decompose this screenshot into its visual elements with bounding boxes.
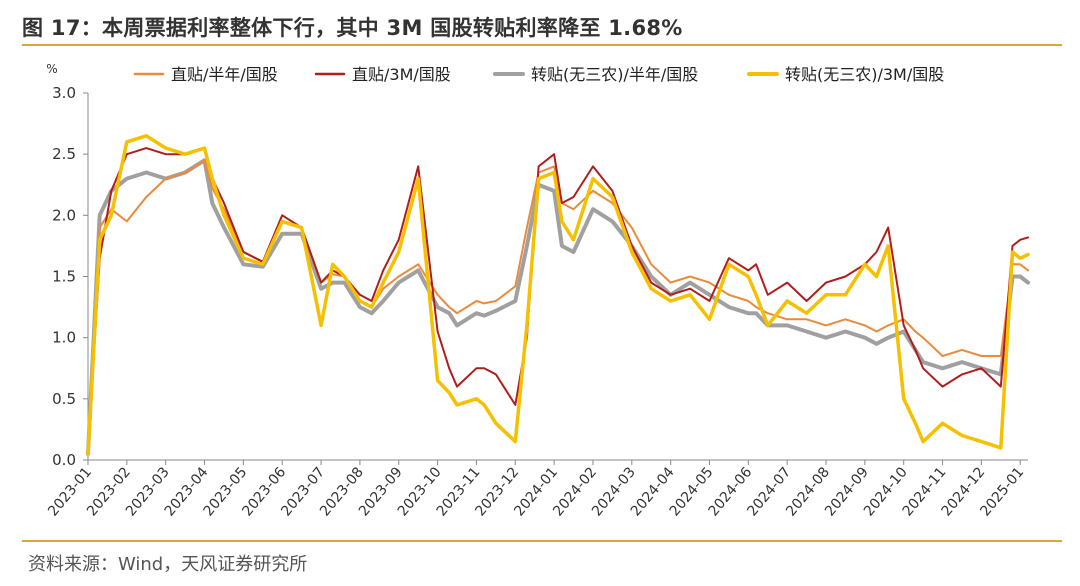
- series-line: [86, 158, 1030, 456]
- legend-label: 转贴(无三农)/半年/国股: [531, 65, 698, 84]
- series-line: [87, 147, 1029, 455]
- y-tick-label: 1.5: [52, 268, 76, 286]
- y-tick-label: 2.0: [52, 206, 76, 224]
- y-axis-unit: %: [46, 62, 57, 76]
- line-chart: 0.00.51.01.52.02.53.0%2023-012023-022023…: [45, 62, 1030, 519]
- y-tick-label: 3.0: [52, 84, 76, 102]
- title-divider: [22, 44, 1062, 46]
- series-line: [86, 134, 1030, 456]
- y-tick-label: 1.0: [52, 329, 76, 347]
- footer-divider: [22, 540, 1062, 542]
- y-tick-label: 0.0: [52, 451, 76, 469]
- chart-title: 图 17：本周票据利率整体下行，其中 3M 国股转贴利率降至 1.68%: [22, 16, 683, 40]
- legend-label: 直贴/半年/国股: [171, 65, 278, 84]
- source-note: 资料来源：Wind，天风证券研究所: [28, 554, 308, 575]
- y-tick-label: 2.5: [52, 145, 76, 163]
- legend-label: 转贴(无三农)/3M/国股: [785, 65, 944, 84]
- y-tick-label: 0.5: [52, 390, 76, 408]
- legend-label: 直贴/3M/国股: [352, 65, 451, 84]
